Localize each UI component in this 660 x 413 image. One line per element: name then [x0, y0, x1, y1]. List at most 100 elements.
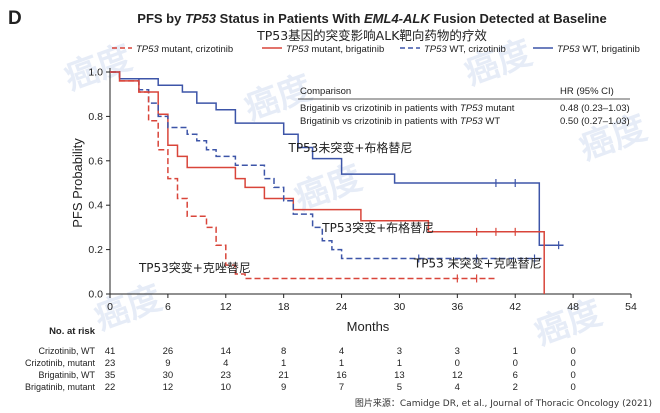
- risk-value: 0: [570, 358, 575, 369]
- x-tick-label: 12: [220, 301, 232, 313]
- hr-row-label-pre: Brigatinib vs crizotinib in patients wit…: [300, 116, 460, 127]
- hr-row-value: 0.50 (0.27–1.03): [560, 116, 630, 127]
- legend-label-rest: mutant, brigatinib: [309, 44, 385, 55]
- risk-row-label: Crizotinib, mutant: [25, 358, 96, 368]
- risk-value: 22: [105, 382, 116, 393]
- legend-item: TP53 mutant, brigatinib: [262, 44, 384, 55]
- legend-label-rest: WT, brigatinib: [580, 44, 640, 55]
- chart-title: PFS by TP53 Status in Patients With EML4…: [137, 11, 606, 26]
- risk-value: 23: [105, 358, 116, 369]
- risk-row-label: Brigatinib, mutant: [25, 382, 96, 392]
- hr-row-label: Brigatinib vs crizotinib in patients wit…: [300, 103, 515, 114]
- y-tick-label: 0.6: [88, 155, 103, 167]
- km-curve: [110, 71, 496, 280]
- risk-value: 14: [220, 346, 231, 357]
- hr-row-label-italic: TP53: [460, 103, 483, 114]
- y-tick-label: 0.2: [88, 244, 103, 256]
- risk-value: 3: [397, 346, 402, 357]
- risk-value: 9: [165, 358, 170, 369]
- y-tick-label: 1.0: [88, 67, 103, 79]
- x-tick-label: 30: [394, 301, 406, 313]
- title-part-2: Status in Patients With: [216, 11, 364, 26]
- legend-label-rest: WT, crizotinib: [447, 44, 506, 55]
- hr-row-label-post: WT: [483, 116, 501, 127]
- risk-value: 4: [339, 346, 344, 357]
- annotations: TP53未突变+布格替尼 TP53突变+布格替尼 TP53 未突变+克唑替尼 TP53…: [138, 140, 542, 275]
- km-curve: [110, 71, 564, 246]
- legend-label: TP53 mutant, brigatinib: [286, 44, 384, 55]
- annotation-label: TP53突变+布格替尼: [321, 220, 434, 235]
- risk-value: 13: [394, 370, 405, 381]
- risk-value: 30: [163, 370, 174, 381]
- y-axis-label: PFS Probability: [70, 138, 85, 228]
- risk-value: 12: [452, 370, 463, 381]
- y-tick-label: 0.4: [88, 200, 103, 212]
- legend-label: TP53 WT, crizotinib: [424, 44, 506, 55]
- risk-value: 26: [163, 346, 174, 357]
- annotation-label: TP53突变+克唑替尼: [138, 260, 251, 275]
- legend-label-italic: TP53: [424, 44, 447, 55]
- risk-row-label: Brigatinib, WT: [38, 370, 95, 380]
- title-part-3: Fusion Detected at Baseline: [430, 11, 607, 26]
- risk-row-label: Crizotinib, WT: [38, 346, 95, 356]
- risk-value: 4: [455, 382, 460, 393]
- x-tick-label: 24: [336, 301, 348, 313]
- x-tick-label: 0: [107, 301, 113, 313]
- annotation-label: TP53 未突变+克唑替尼: [413, 255, 542, 270]
- risk-value: 9: [281, 382, 286, 393]
- risk-value: 1: [397, 358, 402, 369]
- legend-label-italic: TP53: [557, 44, 580, 55]
- risk-value: 0: [570, 346, 575, 357]
- x-axis-label: Months: [347, 319, 390, 334]
- source-credit: 图片来源：Camidge DR, et al., Journal of Thor…: [355, 397, 652, 409]
- legend-label-italic: TP53: [136, 44, 159, 55]
- title-tp53: TP53: [185, 11, 217, 26]
- km-curve: [110, 71, 545, 260]
- risk-value: 0: [455, 358, 460, 369]
- legend-item: TP53 WT, brigatinib: [533, 44, 640, 55]
- legend-label: TP53 WT, brigatinib: [557, 44, 640, 55]
- legend-label-italic: TP53: [286, 44, 309, 55]
- x-tick-label: 36: [451, 301, 463, 313]
- risk-value: 2: [513, 382, 518, 393]
- x-tick-label: 6: [165, 301, 171, 313]
- hr-row-value: 0.48 (0.23–1.03): [560, 103, 630, 114]
- risk-value: 3: [455, 346, 460, 357]
- x-tick-label: 48: [567, 301, 579, 313]
- annotation-label: TP53未突变+布格替尼: [287, 140, 412, 155]
- panel-letter: D: [8, 8, 22, 29]
- risk-value: 1: [281, 358, 286, 369]
- title-fusion: EML4-ALK: [364, 11, 431, 26]
- km-curve: [110, 71, 545, 294]
- hr-header-label: Comparison: [300, 86, 351, 97]
- risk-value: 41: [105, 346, 116, 357]
- risk-value: 16: [336, 370, 347, 381]
- chart-subtitle-cn: TP53基因的突变影响ALK靶向药物的疗效: [256, 28, 487, 43]
- risk-value: 0: [570, 370, 575, 381]
- risk-value: 0: [570, 382, 575, 393]
- x-tick-label: 42: [509, 301, 521, 313]
- risk-value: 1: [339, 358, 344, 369]
- x-tick-label: 18: [278, 301, 290, 313]
- risk-value: 35: [105, 370, 116, 381]
- risk-value: 0: [513, 358, 518, 369]
- legend-label: TP53 mutant, crizotinib: [136, 44, 233, 55]
- hr-row-label-post: mutant: [483, 103, 515, 114]
- risk-value: 6: [513, 370, 518, 381]
- risk-value: 1: [513, 346, 518, 357]
- watermark-text: 癌度: [89, 278, 167, 339]
- title-part-1: PFS by: [137, 11, 185, 26]
- hr-row-label-italic: TP53: [460, 116, 483, 127]
- risk-value: 12: [163, 382, 174, 393]
- hr-row-label-pre: Brigatinib vs crizotinib in patients wit…: [300, 103, 460, 114]
- risk-table-title: No. at risk: [49, 326, 96, 337]
- y-tick-label: 0.0: [88, 289, 103, 301]
- hr-header-value: HR (95% CI): [560, 86, 614, 97]
- legend-label-rest: mutant, crizotinib: [159, 44, 233, 55]
- legend-item: TP53 mutant, crizotinib: [112, 44, 233, 55]
- risk-value: 23: [220, 370, 231, 381]
- risk-value: 10: [220, 382, 231, 393]
- risk-value: 21: [278, 370, 289, 381]
